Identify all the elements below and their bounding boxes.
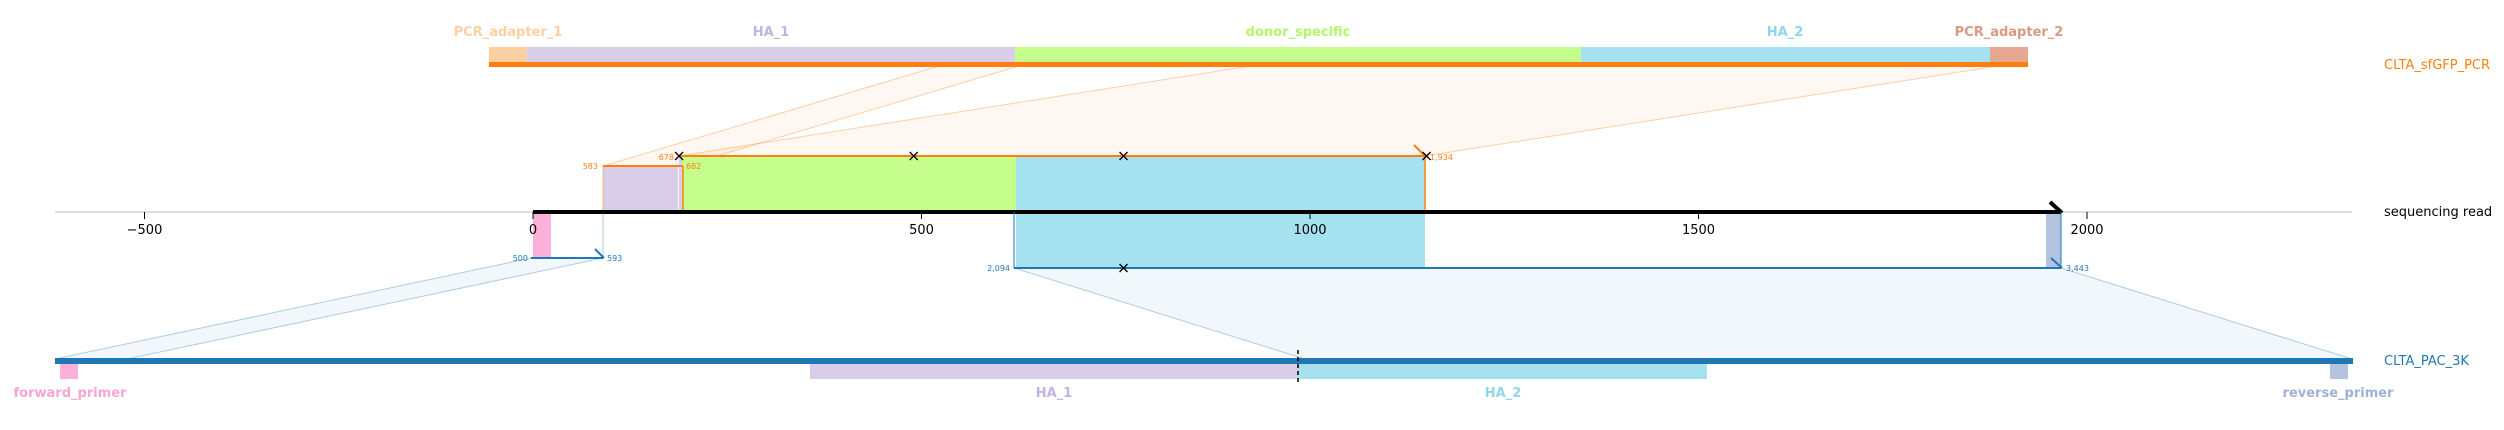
read-label: sequencing read xyxy=(2384,205,2492,220)
top-alignment-b-mid-label: 682 xyxy=(686,162,701,171)
bottom-ha-1-label: HA_1 xyxy=(1036,386,1073,401)
bottom-reference-name: CLTA_PAC_3K xyxy=(2384,354,2469,369)
donor-specific-block xyxy=(1015,47,1581,64)
bottom-reference-bar xyxy=(55,358,2353,364)
top-alignment-b-connector xyxy=(678,65,1999,157)
axis-tick-label: 1000 xyxy=(1293,223,1326,238)
pcr-adapter-2-block xyxy=(1990,47,2028,64)
read-axis-ticks: −500 0 500 1000 1500 2000 xyxy=(127,212,2104,238)
read-forward-primer-region xyxy=(533,212,551,258)
top-alignment-a-start-label: 583 xyxy=(583,162,598,171)
top-alignment-b-end-label: 1,934 xyxy=(1430,153,1453,162)
bottom-alignment-a-end-label: 593 xyxy=(607,254,622,263)
forward-primer-block xyxy=(60,362,78,379)
reverse-primer-label: reverse_primer xyxy=(2283,386,2395,401)
bottom-alignment-b-start-label: 2,094 xyxy=(987,264,1010,273)
axis-tick-label: 500 xyxy=(909,223,934,238)
axis-tick-label: 1500 xyxy=(1682,223,1715,238)
mismatch-markers xyxy=(674,151,1432,273)
mismatch-mark xyxy=(1119,151,1128,161)
top-reference-bar xyxy=(489,62,2028,67)
bottom-ha-2-block xyxy=(1298,362,1707,379)
ha-1-label: HA_1 xyxy=(753,25,790,40)
ha-2-label: HA_2 xyxy=(1767,25,1804,40)
forward-primer-label: forward_primer xyxy=(14,386,128,401)
bottom-alignment-b-arrow xyxy=(2050,257,2063,269)
ha-1-block xyxy=(527,47,1015,64)
pcr-adapter-1-label: PCR_adapter_1 xyxy=(454,25,563,40)
bottom-alignment-b-end-label: 3,443 xyxy=(2066,264,2089,273)
axis-tick-label: 2000 xyxy=(2070,223,2103,238)
mismatch-mark xyxy=(909,151,919,161)
bottom-alignment-a-arrow xyxy=(594,248,605,259)
read-ha-1-region-a xyxy=(603,166,678,212)
read-arrowhead xyxy=(2048,200,2064,215)
top-alignment-b-start-label: 678 xyxy=(659,153,674,162)
bottom-alignment-a-start-label: 500 xyxy=(513,254,528,263)
reverse-primer-block xyxy=(2330,362,2348,379)
top-reference-name: CLTA_sfGFP_PCR xyxy=(2384,58,2490,73)
bottom-alignment-b-connector xyxy=(1013,267,2353,360)
top-alignment-b-arrow xyxy=(1413,144,1426,157)
bottom-alignment-a-connector xyxy=(54,257,604,360)
axis-tick-label: −500 xyxy=(127,223,163,238)
pcr-adapter-1-block xyxy=(489,47,527,64)
pcr-adapter-2-label: PCR_adapter_2 xyxy=(1955,25,2064,40)
read-donor-specific-region xyxy=(682,156,1016,212)
donor-specific-label: donor_specific xyxy=(1246,25,1351,40)
axis-tick-label: 0 xyxy=(529,223,537,238)
mismatch-mark xyxy=(1422,151,1432,161)
bottom-ha-1-block xyxy=(810,362,1298,379)
mismatch-mark xyxy=(674,151,684,161)
read-reverse-primer-region xyxy=(2046,212,2061,268)
bottom-ha-2-label: HA_2 xyxy=(1485,386,1522,401)
read-ha-1-region-b xyxy=(679,156,682,212)
mismatch-mark xyxy=(1119,263,1128,273)
ha-2-block xyxy=(1581,47,1990,64)
